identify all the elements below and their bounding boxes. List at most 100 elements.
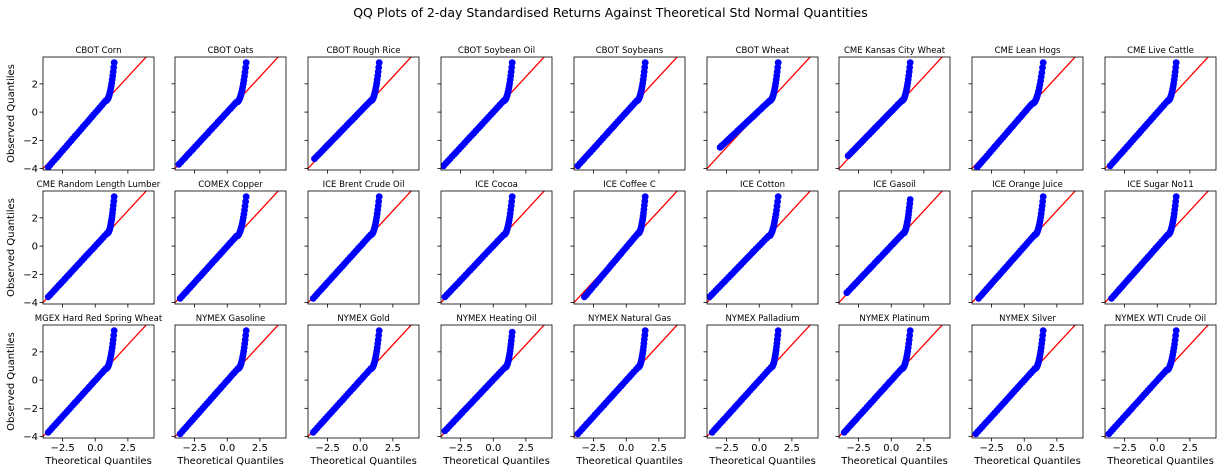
x-tick-label: 2.5 bbox=[385, 443, 401, 454]
panel-23: NYMEX Natural Gas −2.5 0.0 2.5 Theoretical Q… bbox=[570, 314, 686, 467]
panel-title: NYMEX Gold bbox=[337, 314, 389, 324]
x-tick-label: −2.5 bbox=[182, 443, 206, 454]
data-point bbox=[1039, 193, 1047, 201]
y-tick-label: 2 bbox=[32, 79, 38, 90]
plot-area bbox=[839, 191, 944, 304]
data-point bbox=[641, 193, 649, 201]
plot-area bbox=[707, 57, 812, 170]
panel-13: ICE Cocoa bbox=[437, 180, 553, 308]
panel-title: NYMEX Silver bbox=[999, 314, 1056, 324]
panel-8: CME Lean Hogs bbox=[968, 46, 1084, 174]
y-tick-label: 2 bbox=[32, 347, 38, 358]
plot-area bbox=[175, 191, 280, 304]
axes-frame bbox=[573, 324, 686, 439]
axes-frame bbox=[971, 324, 1084, 439]
x-tick-label: 2.5 bbox=[1182, 443, 1198, 454]
plot-area bbox=[574, 325, 679, 438]
x-axis-label: Theoretical Quantiles bbox=[309, 456, 417, 467]
panel-27: NYMEX WTI Crude Oil −2.5 0.0 2.5 Theoretical… bbox=[1101, 314, 1217, 467]
data-point bbox=[508, 193, 516, 201]
x-axis-label: Theoretical Quantiles bbox=[840, 456, 948, 467]
panel-title: ICE Cotton bbox=[740, 180, 785, 190]
data-point bbox=[110, 193, 118, 201]
panel-title: CBOT Soybeans bbox=[596, 46, 664, 56]
panel-1: CBOT Corn −4 −2 0 2 Observed Quantiles bbox=[6, 46, 155, 175]
data-point bbox=[110, 59, 118, 66]
panel-title: MGEX Hard Red Spring Wheat bbox=[35, 314, 163, 324]
x-tick-label: −2.5 bbox=[846, 443, 870, 454]
axes-frame bbox=[838, 190, 951, 305]
axes-frame bbox=[573, 56, 686, 171]
panel-9: CME Live Cattle bbox=[1101, 46, 1217, 174]
plot-area bbox=[1105, 191, 1210, 304]
data-point bbox=[1172, 59, 1180, 66]
figure-title: QQ Plots of 2-day Standardised Returns A… bbox=[353, 5, 868, 20]
panel-2: CBOT Oats bbox=[171, 46, 287, 174]
plot-area bbox=[308, 57, 413, 170]
plot-area bbox=[839, 325, 944, 438]
data-point bbox=[774, 327, 782, 334]
panel-title: ICE Gasoil bbox=[873, 180, 916, 190]
panel-title: COMEX Copper bbox=[198, 180, 263, 190]
panel-12: ICE Brent Crude Oil bbox=[304, 180, 420, 308]
plot-area bbox=[972, 191, 1077, 304]
axes-frame bbox=[174, 324, 287, 439]
panel-title: ICE Cocoa bbox=[475, 180, 518, 190]
x-tick-label: 2.5 bbox=[120, 443, 136, 454]
data-point bbox=[774, 59, 782, 66]
panel-title: NYMEX Heating Oil bbox=[456, 314, 536, 324]
x-tick-label: 0.0 bbox=[485, 443, 501, 454]
plot-area bbox=[972, 57, 1077, 170]
panel-title: NYMEX WTI Crude Oil bbox=[1115, 314, 1206, 324]
plot-area bbox=[1105, 325, 1210, 438]
plot-area bbox=[43, 191, 148, 304]
x-tick-label: 2.5 bbox=[916, 443, 932, 454]
data-point bbox=[1172, 327, 1180, 334]
x-tick-label: −2.5 bbox=[581, 443, 605, 454]
panel-15: ICE Cotton bbox=[703, 180, 819, 308]
data-point bbox=[508, 59, 516, 66]
x-tick-label: 0.0 bbox=[883, 443, 899, 454]
panel-22: NYMEX Heating Oil −2.5 0.0 2.5 Theoretical Q… bbox=[437, 314, 553, 467]
x-axis-label: Theoretical Quantiles bbox=[708, 456, 816, 467]
x-tick-label: −2.5 bbox=[979, 443, 1003, 454]
y-tick-label: −4 bbox=[23, 432, 38, 443]
x-axis-label: Theoretical Quantiles bbox=[442, 456, 550, 467]
data-point bbox=[375, 193, 383, 201]
plot-area bbox=[1105, 57, 1210, 170]
x-axis-label: Theoretical Quantiles bbox=[973, 456, 1081, 467]
axes-frame bbox=[307, 56, 420, 171]
y-tick-label: 2 bbox=[32, 213, 38, 224]
panel-26: NYMEX Silver −2.5 0.0 2.5 Theoretical Quanti… bbox=[968, 314, 1084, 467]
panel-title: ICE Brent Crude Oil bbox=[323, 180, 405, 190]
plot-area bbox=[707, 191, 812, 304]
panel-title: NYMEX Platinum bbox=[859, 314, 929, 324]
data-point bbox=[242, 64, 250, 71]
axes-frame bbox=[971, 56, 1084, 171]
data-point bbox=[774, 193, 782, 201]
panel-19: MGEX Hard Red Spring Wheat −2.5 0.0 2.5 −4 −2… bbox=[6, 314, 163, 467]
data-point bbox=[1039, 327, 1047, 334]
data-point bbox=[906, 196, 914, 203]
panel-title: ICE Sugar No11 bbox=[1127, 180, 1193, 190]
panel-16: ICE Gasoil bbox=[835, 180, 951, 308]
y-tick-label: 0 bbox=[32, 242, 38, 253]
panel-title: CBOT Corn bbox=[75, 46, 121, 56]
data-point bbox=[1172, 193, 1180, 201]
x-tick-label: −2.5 bbox=[1112, 443, 1136, 454]
panel-17: ICE Orange Juice bbox=[968, 180, 1084, 308]
x-tick-label: 0.0 bbox=[751, 443, 767, 454]
x-axis-label: Theoretical Quantiles bbox=[176, 456, 284, 467]
x-tick-label: 0.0 bbox=[87, 443, 103, 454]
axes-frame bbox=[706, 190, 819, 305]
data-point bbox=[1172, 332, 1179, 339]
axes-frame bbox=[838, 56, 951, 171]
axes-frame bbox=[307, 324, 420, 439]
data-point bbox=[906, 59, 914, 66]
data-point bbox=[375, 327, 383, 334]
y-tick-label: 0 bbox=[32, 108, 38, 119]
panel-10: CME Random Length Lumber −4 −2 0 2 Observed Q… bbox=[6, 180, 161, 309]
panel-3: CBOT Rough Rice bbox=[304, 46, 420, 174]
axes-frame bbox=[440, 324, 553, 439]
panel-18: ICE Sugar No11 bbox=[1101, 180, 1217, 308]
